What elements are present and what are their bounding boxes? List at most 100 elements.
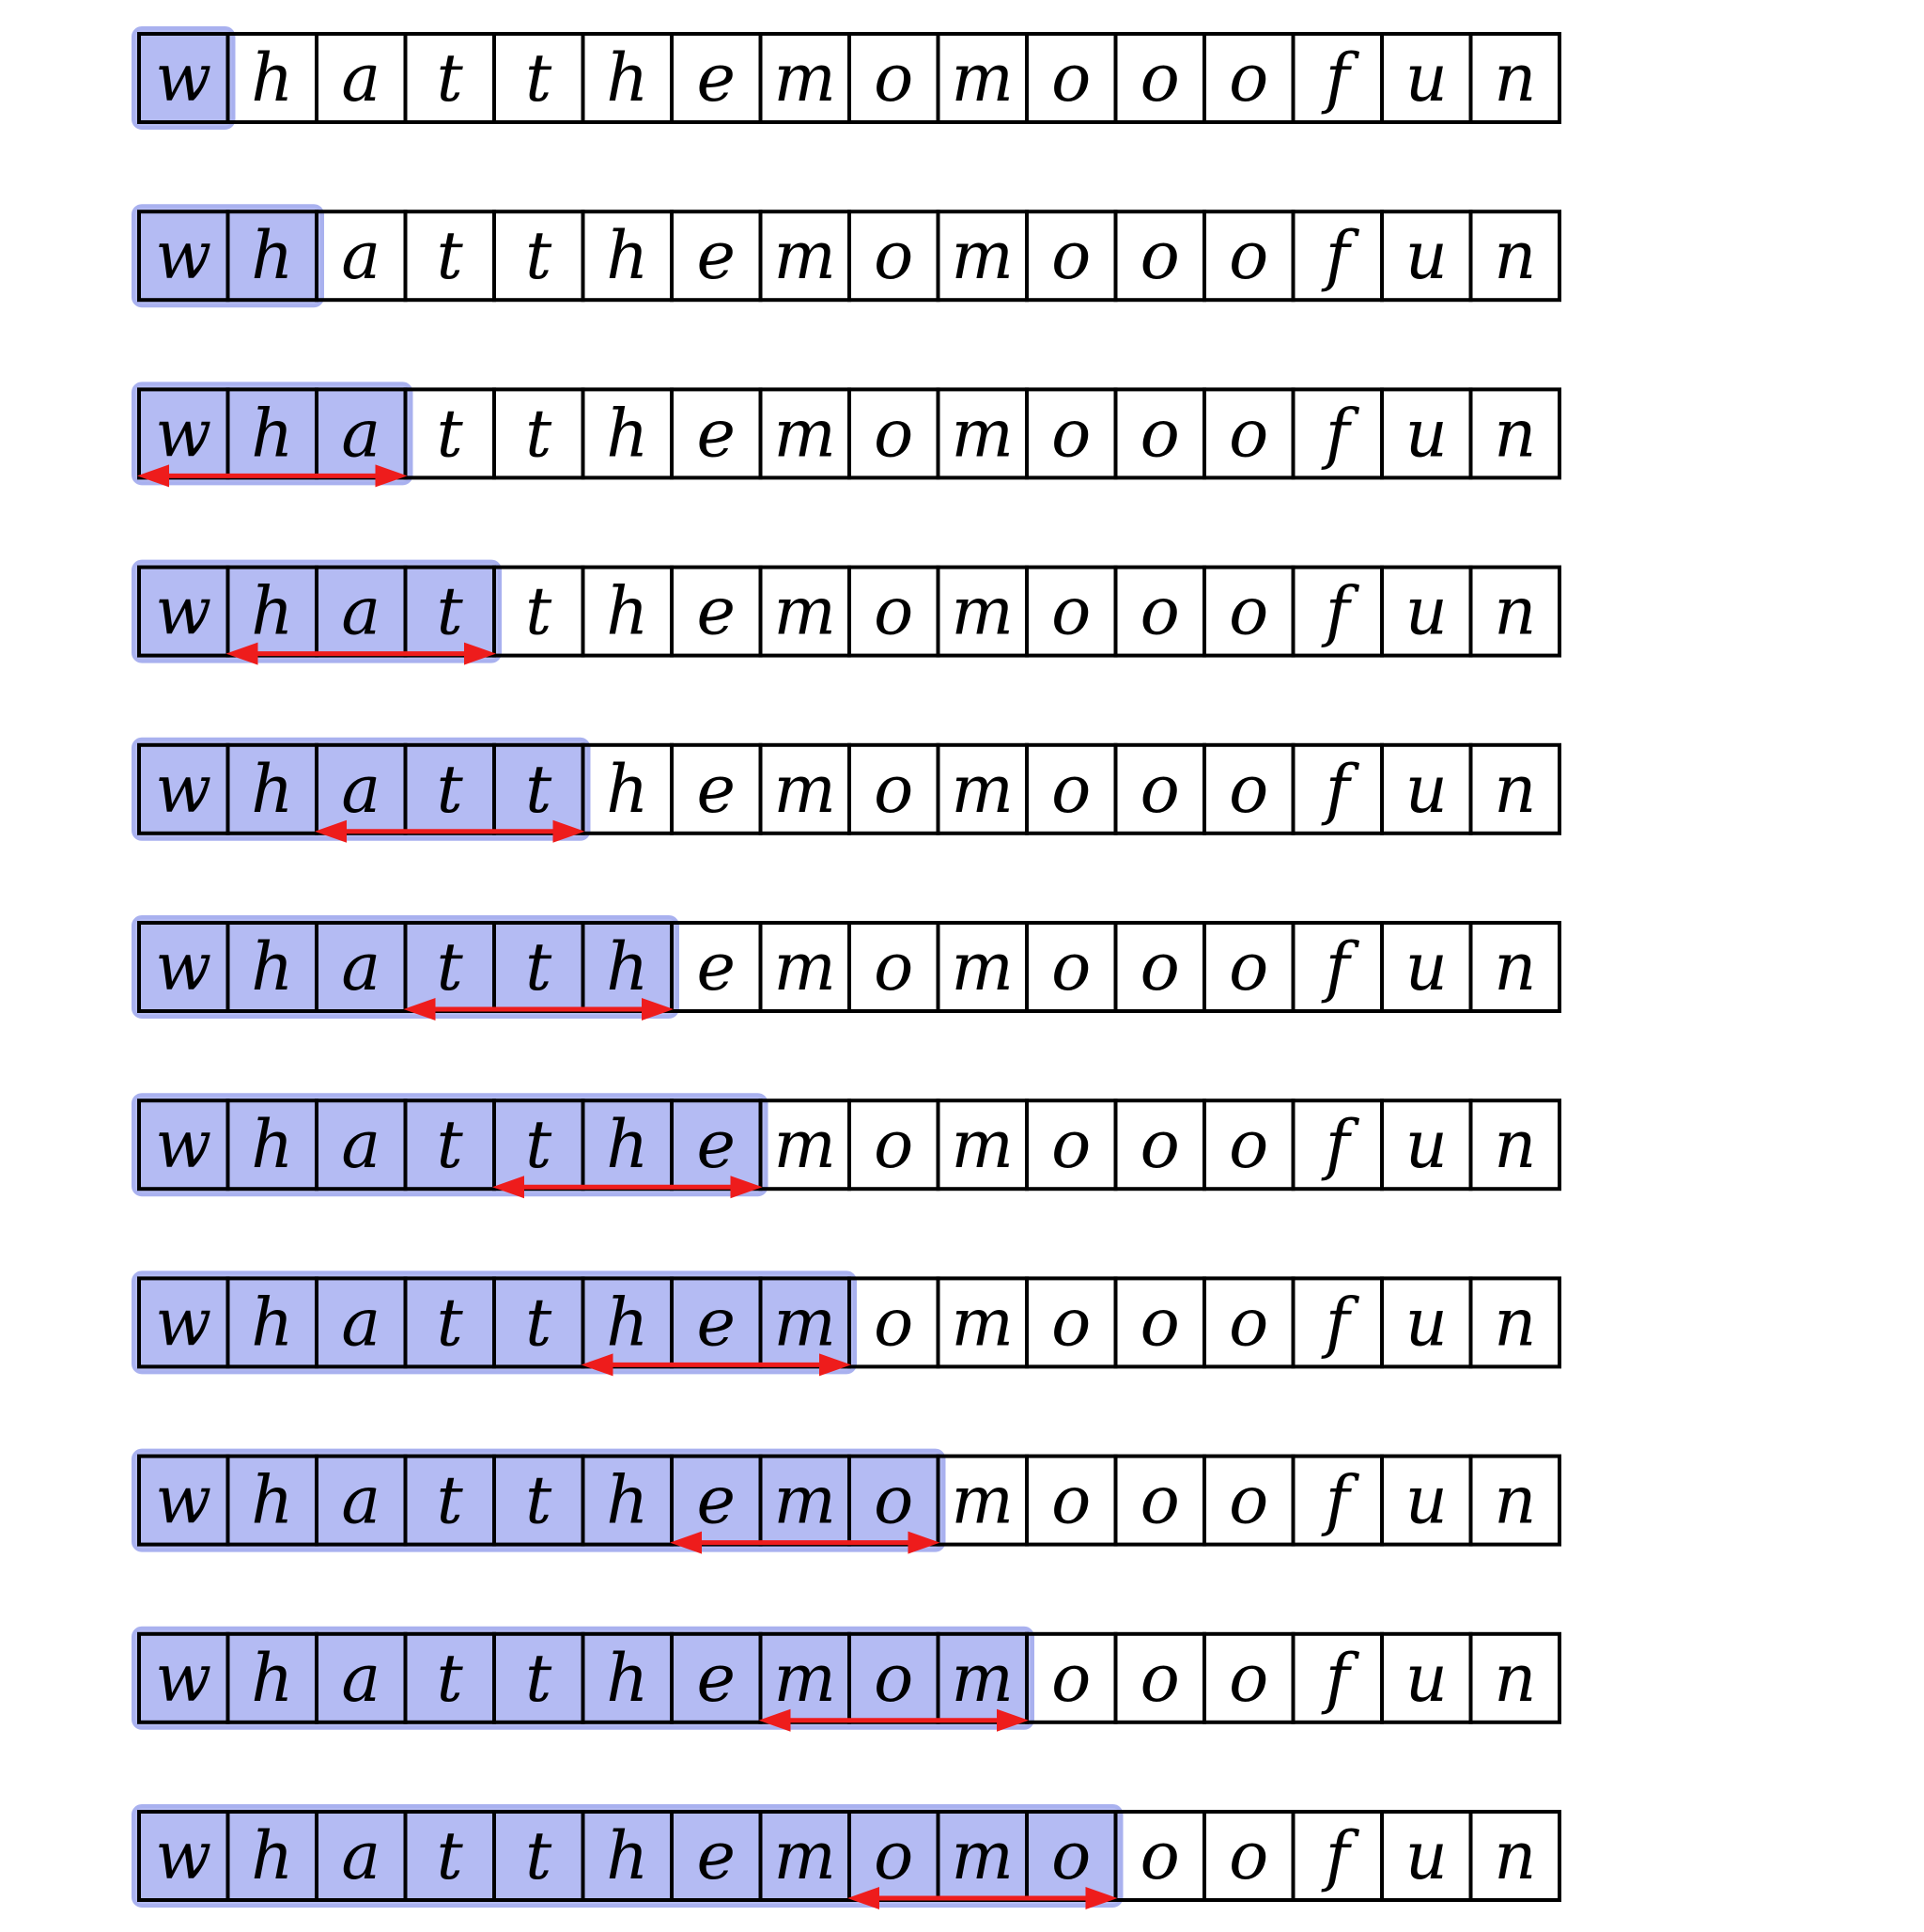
- cell-letter: m: [952, 39, 1014, 117]
- cell-letter: o: [1051, 1284, 1091, 1361]
- cell-letter: h: [606, 1640, 648, 1717]
- cell-letter: n: [1494, 39, 1536, 117]
- cell-letter: e: [697, 217, 736, 294]
- cell-letter: o: [1051, 1640, 1091, 1717]
- cell-letter: e: [697, 1284, 736, 1361]
- arrow-head-left: [581, 1353, 613, 1377]
- cell-letter: f: [1321, 1284, 1360, 1361]
- cell-letter: n: [1494, 1284, 1536, 1361]
- cell-letter: t: [437, 395, 464, 472]
- arrow-head-left: [670, 1531, 702, 1554]
- window-highlight: [132, 737, 591, 841]
- window-highlight: [132, 26, 236, 130]
- cell-letter: e: [697, 1462, 736, 1539]
- arrow-head-left: [315, 819, 347, 843]
- cell-letter: o: [1051, 1462, 1091, 1539]
- cell-letter: h: [606, 217, 648, 294]
- cell-letter: t: [437, 1817, 464, 1894]
- cell-letter: m: [952, 1640, 1014, 1717]
- cell-letter: n: [1494, 1106, 1536, 1183]
- cell-letter: f: [1321, 39, 1360, 117]
- cell-letter: h: [251, 573, 293, 650]
- cell-letter: t: [525, 1817, 552, 1894]
- window-span-arrow: [137, 464, 408, 488]
- cell-letter: h: [251, 1817, 293, 1894]
- cell-letter: e: [697, 928, 736, 1005]
- cell-letter: u: [1405, 1284, 1448, 1361]
- cell-letter: o: [1229, 1640, 1268, 1717]
- cell-letter: o: [1140, 1462, 1180, 1539]
- window-span-arrow: [225, 642, 496, 665]
- cell-letter: f: [1321, 217, 1360, 294]
- window-span-arrow: [492, 1176, 763, 1199]
- letter-cell: [1468, 1098, 1561, 1192]
- cell-letter: o: [874, 1640, 913, 1717]
- cell-letter: o: [874, 751, 913, 828]
- cell-letter: f: [1321, 928, 1360, 1005]
- cell-letter: u: [1405, 751, 1448, 828]
- cell-letter: h: [606, 39, 648, 117]
- cell-letter: m: [952, 395, 1014, 472]
- cell-letter: t: [437, 573, 464, 650]
- arrow-head-left: [137, 464, 169, 488]
- cell-letter: o: [874, 395, 913, 472]
- letter-cell: [1468, 387, 1561, 480]
- cell-letter: o: [1051, 395, 1091, 472]
- cell-letter: o: [1229, 1817, 1268, 1894]
- cell-letter: t: [437, 1284, 464, 1361]
- cell-letter: a: [341, 573, 380, 650]
- cell-letter: m: [774, 39, 836, 117]
- cell-letter: n: [1494, 928, 1536, 1005]
- arrow-head-right: [997, 1708, 1029, 1732]
- cell-letter: o: [1229, 751, 1268, 828]
- letter-cell: [1468, 1810, 1561, 1902]
- cell-letter: m: [774, 1462, 836, 1539]
- arrow-head-right: [1085, 1887, 1118, 1909]
- cell-letter: n: [1494, 573, 1536, 650]
- cell-letter: w: [155, 1106, 211, 1183]
- cell-letter: u: [1405, 1640, 1448, 1717]
- window-span-arrow: [403, 998, 674, 1021]
- cell-letter: e: [697, 39, 736, 117]
- cell-letter: m: [774, 217, 836, 294]
- arrow-head-left: [492, 1176, 524, 1199]
- cell-letter: f: [1321, 1640, 1360, 1717]
- cell-letter: w: [155, 573, 211, 650]
- cell-letter: h: [606, 1106, 648, 1183]
- cell-letter: a: [341, 395, 380, 472]
- cell-letter: m: [952, 1106, 1014, 1183]
- cell-letter: u: [1405, 928, 1448, 1005]
- cell-letter: m: [952, 928, 1014, 1005]
- cell-letter: e: [697, 395, 736, 472]
- cell-letter: h: [251, 395, 293, 472]
- cell-letter: m: [774, 1106, 836, 1183]
- cell-letter: t: [525, 395, 552, 472]
- cell-letter: o: [1229, 1284, 1268, 1361]
- cell-letter: h: [606, 751, 648, 828]
- cell-letter: t: [525, 573, 552, 650]
- cell-letter: t: [525, 928, 552, 1005]
- cell-letter: o: [1229, 928, 1268, 1005]
- letter-cell: [1468, 742, 1561, 835]
- cell-letter: t: [525, 39, 552, 117]
- cell-letter: h: [606, 1284, 648, 1361]
- window-highlight: [132, 382, 413, 486]
- cell-letter: o: [1229, 217, 1268, 294]
- cell-letter: a: [341, 1284, 380, 1361]
- cell-letter: o: [1051, 217, 1091, 294]
- cell-letter: t: [525, 217, 552, 294]
- cell-letter: f: [1321, 1106, 1360, 1183]
- cell-letter: u: [1405, 1106, 1448, 1183]
- cell-letter: f: [1321, 1817, 1360, 1894]
- cell-letter: n: [1494, 1817, 1536, 1894]
- cell-letter: f: [1321, 1462, 1360, 1539]
- window-highlight: [132, 1804, 1124, 1908]
- cell-letter: h: [251, 1462, 293, 1539]
- cell-letter: o: [874, 1106, 913, 1183]
- cell-letter: a: [341, 1640, 380, 1717]
- cell-letter: t: [437, 751, 464, 828]
- cell-letter: m: [952, 1462, 1014, 1539]
